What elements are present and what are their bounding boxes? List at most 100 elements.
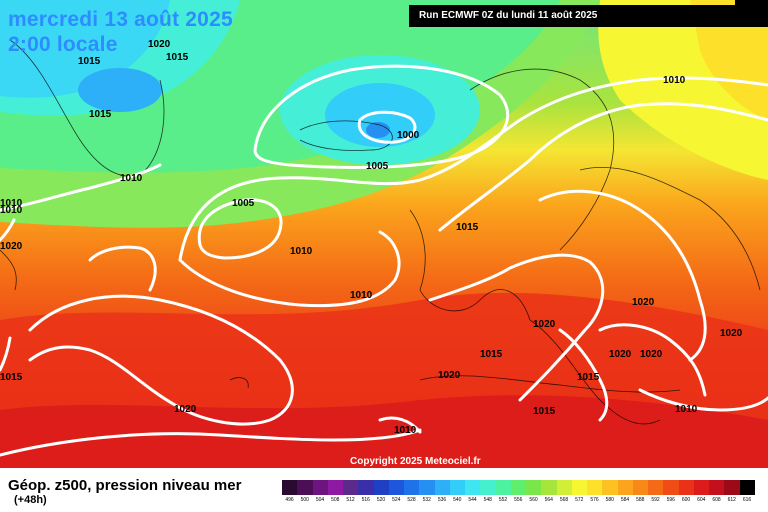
color-scale-label: 616 bbox=[742, 497, 752, 503]
color-scale-label: 612 bbox=[727, 497, 736, 503]
isobar-1010-east bbox=[638, 388, 768, 412]
isobar-1005-north bbox=[253, 64, 510, 169]
isobar-label: 1020 bbox=[0, 241, 23, 252]
isobar-label: 1015 bbox=[166, 52, 189, 63]
geopotential-zone-gold-ne bbox=[690, 0, 768, 120]
map-time-title: 2:00 locale bbox=[8, 33, 118, 56]
isobar-label: 1010 bbox=[290, 246, 313, 257]
isobar-label: 1005 bbox=[366, 161, 389, 172]
isobar-label: 1020 bbox=[640, 349, 663, 360]
color-scale-swatch: 588 bbox=[632, 480, 648, 503]
map-date-title: mercredi 13 août 2025 bbox=[8, 8, 233, 31]
coastlines bbox=[0, 39, 761, 425]
copyright-text: Copyright 2025 Meteociel.fr bbox=[350, 456, 481, 467]
isobar-1015-france bbox=[428, 253, 605, 402]
color-scale-label: 576 bbox=[590, 497, 599, 503]
color-scale-label: 556 bbox=[514, 497, 523, 503]
geopotential-zone-lightblue-west bbox=[0, 0, 170, 98]
isobar-label: 1010 bbox=[350, 290, 373, 301]
color-scale-label: 584 bbox=[620, 497, 630, 503]
isobar-1015-italy bbox=[558, 328, 609, 422]
color-scale-swatch: 580 bbox=[602, 480, 618, 503]
color-scale-swatch: 508 bbox=[327, 480, 343, 503]
color-scale-swatch: 576 bbox=[587, 480, 603, 503]
color-scale-label: 596 bbox=[666, 497, 675, 503]
isobar-1010-main bbox=[0, 76, 768, 262]
isobar-label: 1020 bbox=[438, 370, 461, 381]
isobar-1015-west bbox=[0, 336, 12, 372]
color-scale-label: 580 bbox=[605, 497, 614, 503]
color-scale-label: 604 bbox=[697, 497, 706, 503]
isobar-label: 1020 bbox=[720, 328, 743, 339]
color-scale-label: 544 bbox=[468, 497, 477, 503]
map-canvas: 1020 1015 1015 1015 1010 1010 1010 1000 … bbox=[0, 0, 768, 468]
isobars bbox=[0, 64, 768, 457]
isobar-label: 1010 bbox=[0, 198, 23, 209]
color-scale-swatch: 592 bbox=[648, 480, 664, 503]
color-scale-label: 548 bbox=[483, 497, 492, 503]
color-scale-label: 532 bbox=[422, 497, 431, 503]
color-scale-label: 528 bbox=[407, 497, 416, 503]
color-scale-swatch: 536 bbox=[434, 480, 450, 503]
color-scale-label: 592 bbox=[651, 497, 660, 503]
color-scale-label: 516 bbox=[361, 497, 370, 503]
color-scale-swatch: 496 bbox=[282, 480, 298, 503]
isobar-label: 1020 bbox=[632, 297, 655, 308]
color-scale-swatch: 528 bbox=[404, 480, 420, 503]
isobar-label: 1010 bbox=[120, 173, 143, 184]
color-scale-swatch: 500 bbox=[297, 480, 313, 503]
color-scale-swatch: 544 bbox=[465, 480, 481, 503]
color-scale-swatch: 608 bbox=[709, 480, 725, 503]
isobar-label: 1015 bbox=[89, 109, 112, 120]
color-scale-label: 512 bbox=[346, 497, 355, 503]
isobar-label: 1015 bbox=[577, 372, 600, 383]
isobar-1020-central bbox=[538, 189, 707, 362]
isobar-1000 bbox=[357, 110, 417, 144]
color-scale-label: 564 bbox=[544, 497, 553, 503]
color-scale-swatch: 504 bbox=[312, 480, 328, 503]
color-scale-label: 572 bbox=[575, 497, 584, 503]
color-scale-swatch: 520 bbox=[373, 480, 389, 503]
parameter-label: Géop. z500, pression niveau mer bbox=[8, 477, 242, 494]
color-scale-label: 560 bbox=[529, 497, 538, 503]
geopotential-zone-lightblue-nw bbox=[78, 68, 162, 112]
color-scale-label: 500 bbox=[300, 497, 309, 503]
color-scale-label: 508 bbox=[331, 497, 340, 503]
color-scale-swatch: 556 bbox=[510, 480, 526, 503]
color-scale-swatch: 596 bbox=[663, 480, 679, 503]
isobar-1005-west bbox=[197, 198, 283, 260]
color-scale-label: 520 bbox=[376, 497, 386, 503]
isobar-label: 1020 bbox=[174, 404, 197, 415]
color-scale-swatch: 524 bbox=[388, 480, 404, 503]
color-scale-swatch: 516 bbox=[358, 480, 374, 503]
isobar-label: 1015 bbox=[78, 56, 101, 67]
color-scale-swatch: 572 bbox=[571, 480, 587, 503]
color-scale-label: 552 bbox=[498, 497, 508, 503]
isobar-label: 1020 bbox=[609, 349, 632, 360]
color-scale-swatch: 564 bbox=[541, 480, 557, 503]
lead-time-label: (+48h) bbox=[14, 494, 47, 506]
run-info-banner: Run ECMWF 0Z du lundi 11 août 2025 bbox=[409, 5, 768, 27]
color-scale-swatch: 612 bbox=[724, 480, 740, 503]
legend-panel: Géop. z500, pression niveau mer (+48h) 4… bbox=[0, 468, 768, 512]
corner-bar bbox=[735, 0, 768, 6]
isobar-1020-atlantic bbox=[28, 294, 294, 426]
run-info-text: Run ECMWF 0Z du lundi 11 août 2025 bbox=[419, 10, 598, 21]
color-scale-label: 504 bbox=[315, 497, 325, 503]
isobar-label: 1005 bbox=[232, 198, 255, 209]
isobar-1015-main bbox=[88, 102, 768, 292]
color-scale-label: 568 bbox=[559, 497, 569, 503]
color-scale-swatch: 548 bbox=[480, 480, 496, 503]
geopotential-zone-lowcore bbox=[366, 122, 390, 138]
color-scale-label: 608 bbox=[712, 497, 721, 503]
isobar-label: 1010 bbox=[0, 205, 23, 216]
isobar-1010-south bbox=[178, 230, 401, 308]
color-scale-swatch: 600 bbox=[678, 480, 694, 503]
isobar-label: 1015 bbox=[0, 372, 23, 383]
color-scale-label: 600 bbox=[681, 497, 691, 503]
color-scale-label: 496 bbox=[285, 497, 294, 503]
color-scale-swatch: 604 bbox=[693, 480, 709, 503]
isobar-label: 1010 bbox=[394, 425, 417, 436]
color-scale-label: 536 bbox=[437, 497, 447, 503]
